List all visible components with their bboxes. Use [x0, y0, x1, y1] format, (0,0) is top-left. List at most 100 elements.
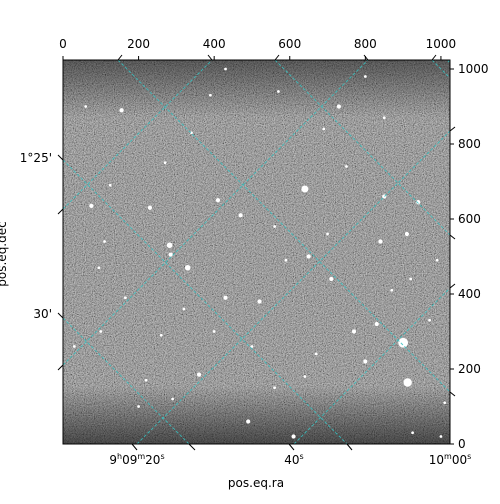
- right-tick-label: 200: [458, 362, 481, 376]
- grid-line: [63, 60, 369, 366]
- star-point: [257, 299, 262, 304]
- star-point: [144, 378, 148, 382]
- grid-line: [117, 60, 450, 393]
- star-point: [215, 198, 221, 203]
- star-point: [326, 232, 329, 236]
- star-point: [398, 337, 409, 348]
- sky-image: [63, 60, 450, 444]
- wcs-edge-ticks: [117, 54, 456, 397]
- dec-tick-label: 30': [33, 307, 52, 321]
- star-point: [123, 296, 127, 300]
- top-tick-label: 200: [127, 37, 150, 51]
- star-point: [108, 183, 112, 187]
- star-point: [345, 165, 348, 168]
- top-tick-label: 600: [278, 37, 301, 51]
- top-tick-label: 1000: [426, 37, 457, 51]
- star-point: [390, 288, 394, 292]
- star-point: [322, 127, 326, 131]
- star-point: [166, 242, 173, 249]
- star-point: [119, 108, 124, 113]
- ra-tick: [131, 443, 138, 451]
- right-pixel-axis: 0 200 400 600 800 1000: [450, 62, 489, 451]
- star-point: [273, 225, 277, 228]
- star-point: [238, 213, 243, 218]
- wcs-tick: [449, 126, 456, 132]
- star-point: [409, 277, 413, 281]
- star-point: [273, 386, 277, 390]
- dec-tick: [57, 364, 64, 371]
- wcs-tick: [117, 54, 123, 61]
- ra-axis: [131, 443, 353, 451]
- star-point: [382, 116, 386, 120]
- wcs-tick: [274, 54, 280, 61]
- dec-axis: [57, 154, 64, 371]
- ra-tick-label: 9h09m20s: [109, 452, 164, 467]
- coordinate-grid: [63, 60, 450, 444]
- star-point: [291, 434, 296, 439]
- wcs-tick: [449, 283, 456, 289]
- grid-line: [431, 60, 450, 79]
- star-point: [439, 435, 443, 438]
- star-point: [246, 419, 251, 424]
- wcs-tick: [449, 234, 456, 240]
- grid-line: [136, 130, 450, 444]
- top-tick-label: 400: [203, 37, 226, 51]
- star-point: [184, 264, 191, 271]
- star-point: [89, 203, 94, 208]
- wcs-tick: [207, 54, 213, 61]
- right-tick-label: 400: [458, 287, 481, 301]
- dec-tick-label: 1°25': [20, 151, 52, 165]
- ra-tick-label: 10m00s: [429, 452, 472, 467]
- star-point: [336, 104, 341, 109]
- wcs-tick: [431, 54, 437, 61]
- star-point: [103, 240, 106, 243]
- star-point: [163, 161, 167, 165]
- star-point: [303, 375, 307, 378]
- star-point: [224, 67, 227, 71]
- dec-tick: [57, 154, 64, 161]
- grid-line: [63, 60, 213, 210]
- dec-tick: [57, 208, 64, 215]
- star-point: [351, 329, 357, 334]
- star-point: [403, 378, 412, 387]
- star-point: [329, 276, 334, 282]
- grid-line: [63, 159, 348, 444]
- wcs-tick: [363, 54, 369, 61]
- star-point: [196, 372, 202, 377]
- right-tick-label: 600: [458, 212, 481, 226]
- star-point: [99, 330, 103, 333]
- star-point: [223, 295, 228, 300]
- ra-tick: [188, 443, 196, 451]
- dec-tick: [57, 312, 64, 319]
- stars: [72, 67, 447, 439]
- y-axis-title: pos.eq.dec: [0, 221, 9, 286]
- ra-tick: [288, 443, 295, 451]
- star-point: [72, 345, 76, 348]
- star-point: [404, 231, 410, 237]
- star-point: [212, 330, 216, 333]
- star-point: [277, 90, 280, 93]
- star-point: [428, 318, 431, 322]
- star-point: [378, 239, 383, 244]
- star-point: [435, 258, 439, 262]
- grid-line: [293, 287, 450, 444]
- right-tick-label: 1000: [458, 62, 489, 76]
- star-point: [306, 254, 311, 259]
- x-axis-title: pos.eq.ra: [228, 476, 284, 490]
- star-point: [190, 131, 193, 135]
- star-point: [443, 401, 447, 405]
- star-point: [182, 307, 186, 311]
- top-tick-label: 800: [354, 37, 377, 51]
- star-point: [168, 252, 173, 257]
- star-point: [137, 405, 140, 408]
- ra-tick: [346, 443, 353, 451]
- right-tick-label: 800: [458, 137, 481, 151]
- star-point: [363, 75, 367, 78]
- star-point: [250, 345, 254, 348]
- star-point: [314, 352, 318, 356]
- star-point: [363, 359, 368, 364]
- ra-tick-label: 40s: [284, 452, 303, 467]
- star-point: [411, 431, 414, 435]
